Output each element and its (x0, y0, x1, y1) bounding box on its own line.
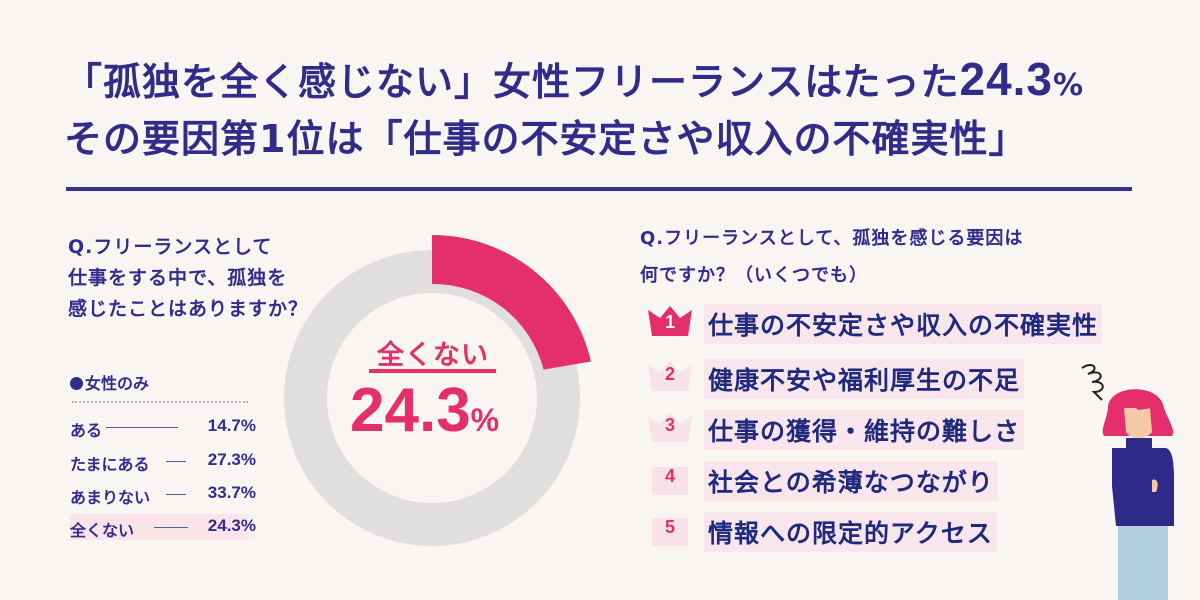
headline-line-1-text: 「孤独を全く感じない」女性フリーランスはたった (64, 60, 960, 104)
center-label-underline (369, 369, 496, 373)
ranking-item: 2 健康不安や福利厚生の不足 (640, 357, 1140, 399)
leader-line (166, 494, 186, 495)
legend-row-label: たまにある (70, 455, 150, 474)
rank-number: 5 (664, 517, 675, 537)
worried-woman-illustration (1081, 364, 1174, 600)
center-value-number: 24.3 (350, 376, 471, 445)
legend-row: たまにある 27.3% (70, 448, 256, 474)
rank-label: 健康不安や福利厚生の不足 (704, 359, 1025, 399)
right-question: Q.フリーランスとして、孤独を感じる要因は 何ですか？（いくつでも） (640, 228, 1024, 286)
legend-title-text: 女性のみ (85, 374, 150, 393)
legend-row-value: 24.3% (207, 516, 256, 535)
crown-icon (648, 306, 692, 336)
legend-row-highlighted: 全くない 24.3% (70, 514, 256, 540)
rank-number: 3 (664, 415, 675, 435)
dotted-divider (72, 401, 248, 403)
crown-faint-icon (648, 361, 692, 391)
leader-line (106, 427, 178, 428)
legend-row-value: 27.3% (207, 450, 256, 469)
ranking-item: 5 情報への限定的アクセス (640, 510, 1140, 552)
donut-center-label: 全くない (377, 340, 489, 371)
rank-box-icon (652, 467, 688, 495)
header-divider (66, 187, 1132, 191)
rank-number: 1 (664, 312, 675, 332)
legend-row-value: 33.7% (207, 483, 256, 502)
bullet-dot-icon (70, 377, 83, 390)
legend-row: あまりない 33.7% (70, 481, 256, 507)
rank-label: 社会との希薄なつながり (704, 461, 998, 501)
center-value-unit: % (470, 402, 500, 438)
legend-row-value: 14.7% (207, 416, 256, 435)
ranking-item: 3 仕事の獲得・維持の難しさ (640, 408, 1140, 450)
donut-center-value: 24.3% (350, 380, 499, 442)
crown-faint-icon (648, 412, 692, 442)
rank-number: 2 (664, 364, 675, 384)
leader-line (166, 461, 186, 462)
headline-line-2: その要因第1位は「仕事の不安定さや収入の不確実性」 (64, 117, 1028, 161)
legend-title: 女性のみ (70, 370, 149, 394)
rank-label: 仕事の不安定さや収入の不確実性 (704, 304, 1103, 344)
headline-unit: % (1053, 68, 1085, 103)
legend-row: ある 14.7% (70, 414, 256, 440)
leader-line (154, 527, 188, 528)
legend-row-label: ある (70, 421, 103, 440)
legend-row-label: 全くない (70, 521, 135, 540)
legend-row-label: あまりない (70, 488, 151, 507)
donut-segment-none (432, 235, 591, 370)
rank-label: 情報への限定的アクセス (704, 512, 997, 552)
ranking-item: 4 社会との希薄なつながり (640, 459, 1140, 501)
headline-number: 24.3 (959, 53, 1054, 105)
rank-number: 4 (664, 466, 675, 486)
rank-label: 仕事の獲得・維持の難しさ (704, 410, 1025, 450)
donut-chart (284, 235, 591, 546)
headline-line-1: 「孤独を全く感じない」女性フリーランスはたった24.3% (64, 56, 1084, 102)
rank-box-icon (652, 518, 688, 546)
stress-scribble-icon (1081, 364, 1104, 401)
ranking-item: 1 仕事の不安定さや収入の不確実性 (640, 302, 1140, 344)
left-question: Q.フリーランスとして 仕事をする中で、孤独を 感じたことはありますか？ (68, 236, 309, 320)
